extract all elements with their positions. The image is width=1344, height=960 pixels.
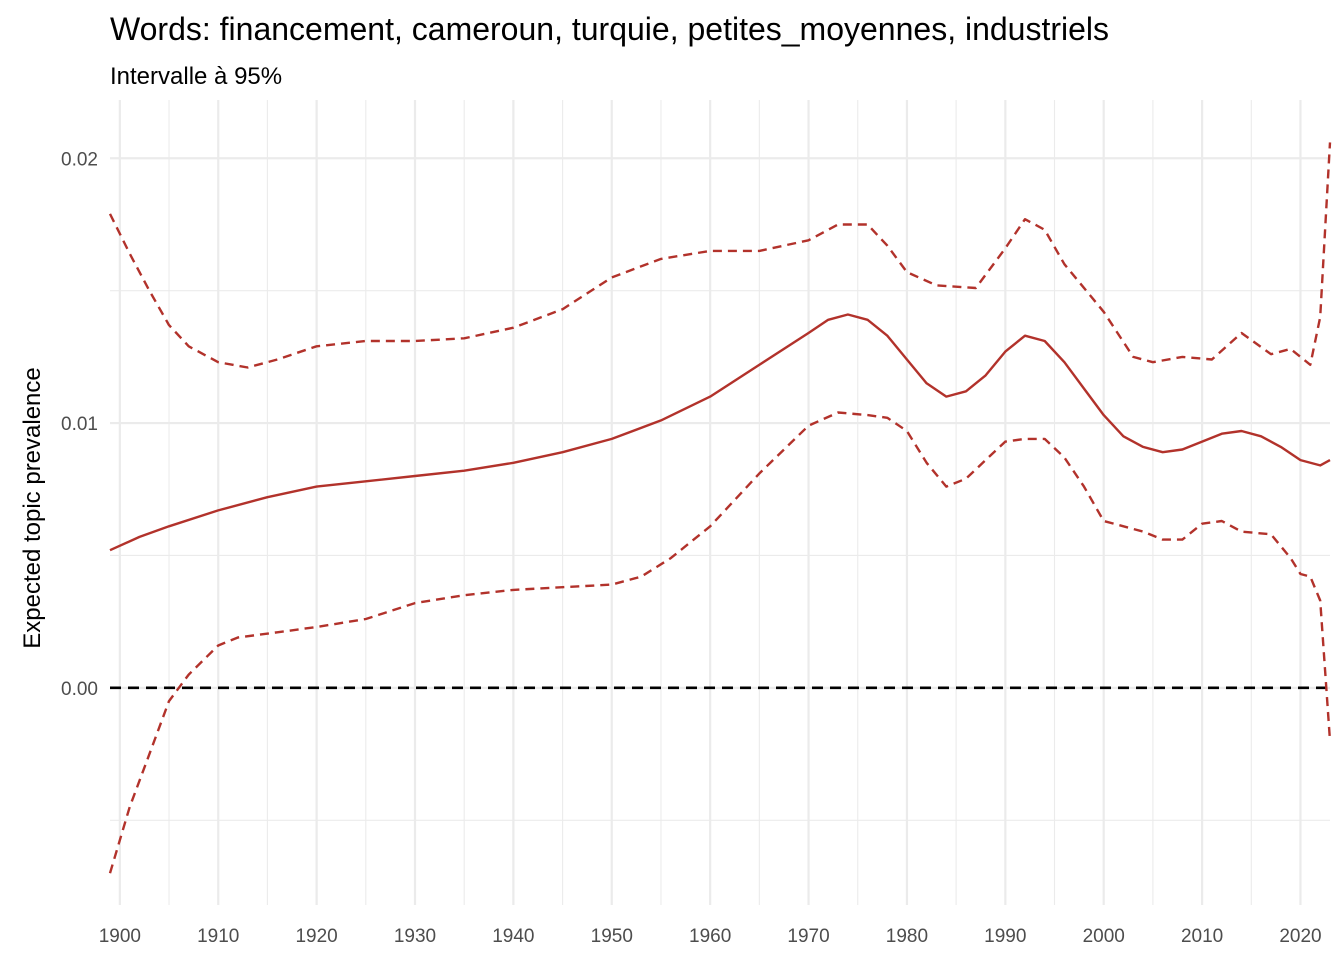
y-tick-label: 0.00 <box>61 679 98 700</box>
upper-bound-line <box>108 142 1332 369</box>
x-tick-label: 2010 <box>1181 926 1223 947</box>
x-tick-label: 1940 <box>492 926 534 947</box>
x-tick-label: 1920 <box>295 926 337 947</box>
x-tick-label: 1980 <box>886 926 928 947</box>
chart-subtitle: Intervalle à 95% <box>110 63 282 90</box>
x-tick-label: 1970 <box>787 926 829 947</box>
lower-bound-line <box>108 411 1332 874</box>
y-axis-label: Expected topic prevalence <box>19 367 46 649</box>
y-tick-label: 0.02 <box>61 149 98 170</box>
x-tick-label: 2000 <box>1083 926 1125 947</box>
major-gridlines <box>110 100 1330 905</box>
x-tick-label: 1950 <box>591 926 633 947</box>
series-layer <box>108 142 1332 874</box>
x-tick-label: 1930 <box>394 926 436 947</box>
y-tick-labels: 0.00 0.01 0.02 <box>61 149 98 700</box>
y-tick-label: 0.01 <box>61 414 98 435</box>
x-tick-label: 1960 <box>689 926 731 947</box>
x-tick-label: 1990 <box>984 926 1026 947</box>
x-tick-label: 1900 <box>99 926 141 947</box>
minor-gridlines <box>110 100 1330 905</box>
estimate-line <box>109 313 1331 552</box>
chart-title: Words: financement, cameroun, turquie, p… <box>110 11 1109 47</box>
x-tick-label: 2020 <box>1279 926 1321 947</box>
x-tick-labels: 1900 1910 1920 1930 1940 1950 1960 1970 1980 1990… <box>99 926 1322 947</box>
x-tick-label: 1910 <box>197 926 239 947</box>
